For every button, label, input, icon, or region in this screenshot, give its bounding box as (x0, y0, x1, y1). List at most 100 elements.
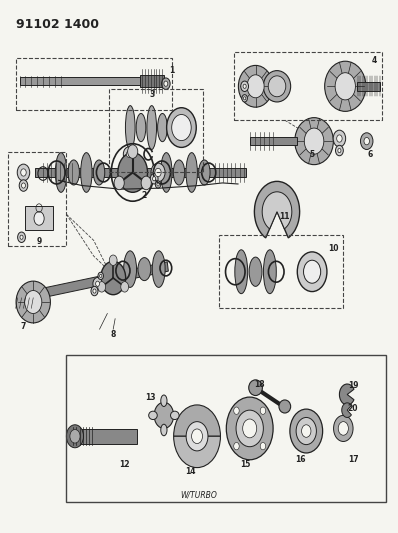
Circle shape (297, 252, 327, 292)
Circle shape (364, 138, 369, 145)
Ellipse shape (263, 250, 276, 294)
Circle shape (167, 108, 196, 148)
Bar (109, 89, 203, 173)
Circle shape (141, 176, 151, 190)
Circle shape (21, 169, 26, 176)
Polygon shape (20, 77, 156, 85)
Circle shape (304, 128, 324, 154)
Circle shape (34, 212, 44, 225)
Bar (25, 206, 53, 230)
Bar (219, 235, 343, 308)
Circle shape (150, 174, 158, 184)
Circle shape (234, 442, 239, 450)
Circle shape (241, 81, 248, 92)
Text: W/TURBO: W/TURBO (181, 490, 217, 499)
Circle shape (21, 183, 25, 188)
Text: 15: 15 (241, 461, 251, 470)
Ellipse shape (138, 257, 151, 280)
Text: 1: 1 (169, 66, 174, 75)
Text: 16: 16 (295, 455, 306, 464)
Ellipse shape (136, 114, 146, 142)
Text: 13: 13 (145, 393, 156, 401)
Text: 19: 19 (349, 381, 359, 390)
Ellipse shape (81, 152, 92, 192)
Text: 7: 7 (21, 322, 26, 331)
Polygon shape (357, 82, 380, 91)
Ellipse shape (235, 250, 248, 294)
Ellipse shape (94, 160, 105, 185)
Circle shape (18, 232, 25, 243)
Polygon shape (35, 168, 246, 176)
Polygon shape (140, 75, 164, 87)
Ellipse shape (249, 257, 262, 286)
Ellipse shape (149, 411, 157, 419)
Circle shape (304, 260, 321, 283)
Circle shape (128, 145, 138, 158)
Ellipse shape (16, 281, 51, 323)
Ellipse shape (124, 251, 137, 287)
Circle shape (302, 425, 311, 437)
Circle shape (290, 409, 323, 453)
Circle shape (260, 407, 266, 414)
Text: 8: 8 (111, 330, 116, 339)
Circle shape (338, 149, 341, 152)
Wedge shape (339, 384, 354, 405)
Ellipse shape (55, 152, 67, 192)
Text: 10: 10 (328, 244, 339, 253)
Polygon shape (72, 429, 137, 443)
Circle shape (121, 281, 129, 292)
Wedge shape (174, 405, 220, 436)
Circle shape (91, 286, 98, 296)
Text: 20: 20 (348, 404, 358, 413)
Text: 17: 17 (348, 455, 358, 464)
Ellipse shape (152, 251, 165, 287)
Circle shape (155, 168, 161, 176)
Circle shape (17, 164, 30, 181)
Wedge shape (254, 181, 300, 238)
Circle shape (191, 429, 203, 443)
Circle shape (242, 95, 248, 102)
Bar (8, 151, 66, 246)
Circle shape (336, 146, 343, 156)
Text: 11: 11 (279, 212, 290, 221)
Circle shape (335, 72, 355, 100)
Ellipse shape (263, 70, 291, 102)
Polygon shape (19, 262, 168, 303)
Circle shape (98, 281, 105, 292)
Bar (66, 356, 386, 502)
Wedge shape (342, 403, 351, 417)
Circle shape (118, 152, 148, 192)
FancyArrowPatch shape (256, 388, 283, 406)
Ellipse shape (147, 106, 156, 149)
Ellipse shape (173, 160, 185, 185)
Circle shape (66, 425, 84, 448)
Circle shape (155, 181, 161, 188)
Circle shape (337, 135, 342, 142)
Circle shape (98, 272, 103, 280)
Circle shape (157, 183, 159, 186)
Circle shape (296, 417, 316, 445)
Wedge shape (174, 436, 220, 467)
Text: 14: 14 (185, 467, 196, 476)
Text: 18: 18 (254, 379, 265, 389)
Text: 3: 3 (150, 90, 155, 99)
Ellipse shape (125, 106, 135, 149)
Circle shape (101, 261, 126, 295)
Circle shape (25, 290, 42, 313)
Ellipse shape (268, 76, 286, 97)
Circle shape (186, 422, 208, 451)
Circle shape (243, 419, 257, 438)
Circle shape (100, 274, 102, 278)
Circle shape (93, 289, 96, 293)
Circle shape (236, 410, 263, 447)
Circle shape (164, 81, 168, 86)
Ellipse shape (161, 152, 172, 192)
Text: 91102 1400: 91102 1400 (16, 19, 99, 31)
Circle shape (20, 235, 23, 239)
Ellipse shape (295, 118, 334, 165)
Text: 5: 5 (310, 150, 315, 159)
Circle shape (247, 75, 264, 98)
Text: 9: 9 (37, 237, 42, 246)
Ellipse shape (161, 424, 167, 436)
Circle shape (152, 176, 156, 181)
